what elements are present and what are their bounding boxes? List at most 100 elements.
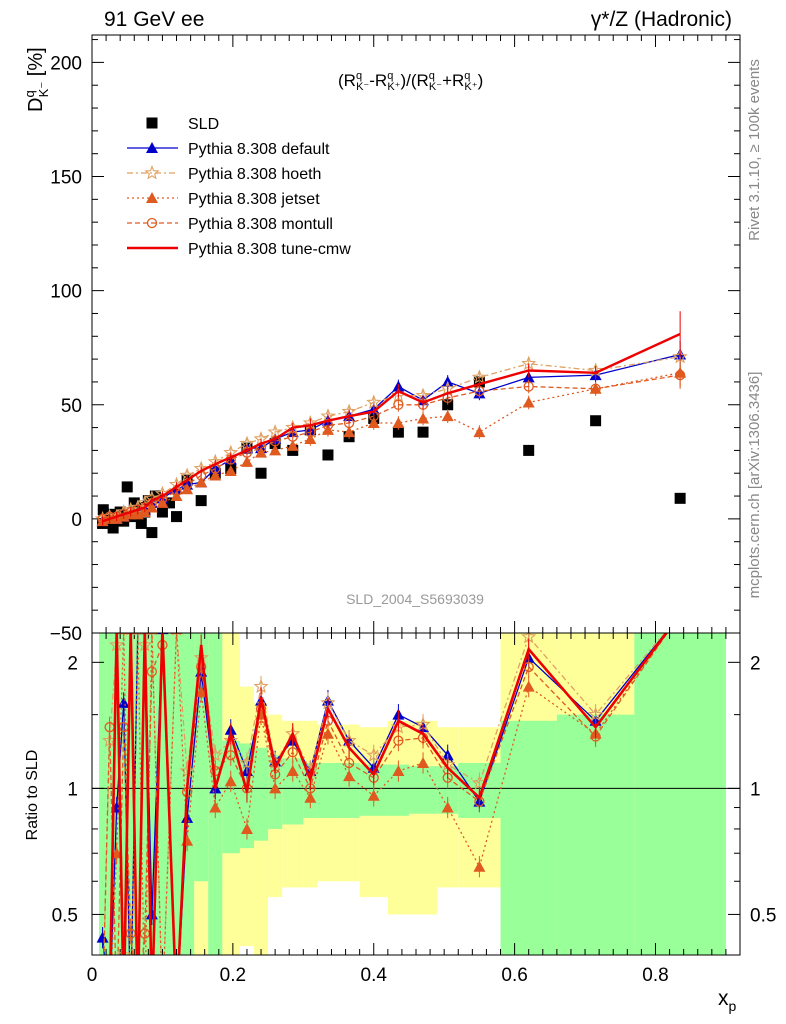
series-pythia-8-308-tune-cmw: [102, 311, 681, 526]
main-y-axis-label: DqK⁻ [%]: [22, 47, 51, 112]
legend-marker: [144, 164, 160, 180]
ratio-point: [181, 811, 194, 823]
data-point: [523, 444, 535, 456]
ratio-point: [343, 757, 355, 769]
legend-label: Pythia 8.308 tune-cmw: [188, 241, 351, 258]
band-green: [106, 633, 114, 955]
series-line: [102, 372, 681, 522]
band-green: [254, 747, 269, 841]
ratio-point: [209, 801, 222, 813]
data-point: [121, 481, 133, 493]
legend-label: SLD: [188, 116, 219, 133]
legend-marker: [146, 117, 158, 129]
data-point: [322, 449, 334, 461]
data-point: [146, 527, 158, 539]
data-point: [417, 426, 429, 438]
legend-marker: [146, 217, 158, 229]
x-tick-label: 0.2: [220, 965, 246, 986]
ratio-point: [179, 762, 195, 778]
rivet-version-label: Rivet 3.1.10, ≥ 100k events: [746, 59, 763, 241]
legend-label: Pythia 8.308 default: [188, 141, 330, 158]
ratio-series-group: [96, 633, 669, 955]
legend-entry: Pythia 8.308 hoeth: [127, 164, 321, 183]
data-point: [523, 381, 534, 392]
ratio-point: [321, 727, 334, 739]
data-point: [343, 426, 356, 438]
ratio-point: [287, 747, 298, 758]
data-point: [287, 431, 298, 442]
ratio-point: [343, 770, 356, 782]
band-green: [120, 633, 128, 955]
ratio-point: [393, 735, 404, 746]
ratio-point: [523, 661, 534, 673]
y-tick-label: 0: [71, 510, 82, 531]
data-point: [674, 492, 686, 504]
legend-marker: [146, 142, 158, 153]
ratio-y-tick-label-right: 0.5: [750, 905, 776, 926]
band-green: [113, 633, 121, 955]
data-point: [674, 369, 686, 381]
series-pythia-8-308-jetset: [96, 359, 687, 527]
ratio-y-tick-label-right: 2: [750, 653, 761, 674]
data-point: [393, 399, 404, 410]
ratio-point: [417, 756, 430, 768]
legend-entry: SLD: [146, 116, 219, 133]
data-point: [195, 476, 208, 488]
y-tick-label: 50: [61, 396, 82, 417]
legend-entry: Pythia 8.308 montull: [127, 216, 333, 233]
data-point: [590, 383, 601, 394]
ratio-frame-top: [91, 632, 741, 956]
ratio-y-tick-label-right: 1: [750, 779, 761, 800]
ratio-point: [392, 765, 405, 777]
data-point: [392, 417, 405, 429]
ratio-point: [146, 666, 158, 677]
ratio-point: [286, 765, 299, 777]
x-tick-label: 0.8: [642, 965, 668, 986]
ratio-series-pythia-8-308-tune-cmw: [109, 633, 668, 955]
ratio-y-tick-label: 0.5: [52, 905, 78, 926]
ratio-point: [522, 680, 535, 692]
ratio-y-tick-label: 2: [67, 653, 78, 674]
data-point: [240, 455, 253, 467]
band-green: [99, 633, 107, 955]
ratio-point: [367, 789, 380, 801]
x-tick-label: 0: [87, 965, 98, 986]
formula-label: (Rq K⁻-Rq K⁺)/(Rq K⁻+Rq K⁺): [338, 70, 483, 93]
data-point: [171, 511, 183, 523]
data-point: [392, 426, 404, 438]
band-green: [127, 633, 135, 955]
legend-entry: Pythia 8.308 tune-cmw: [127, 241, 351, 258]
data-point: [441, 410, 454, 422]
band-green: [317, 762, 339, 818]
ratio-point: [116, 946, 132, 955]
data-point: [590, 415, 602, 427]
band-green: [222, 740, 240, 854]
data-point: [522, 396, 535, 408]
ratio-point: [240, 822, 253, 834]
x-tick-label: 0.6: [501, 965, 527, 986]
ratio-y-axis-label: Ratio to SLD: [24, 750, 41, 841]
y-tick-label: 150: [50, 168, 82, 189]
ratio-point: [96, 931, 109, 943]
ratio-point: [196, 661, 207, 673]
legend-label: Pythia 8.308 jetset: [188, 191, 320, 208]
ratio-point: [473, 860, 486, 872]
data-point: [224, 464, 237, 476]
data-point: [209, 469, 222, 481]
top-right-title: γ*/Z (Hadronic): [591, 8, 732, 31]
ratio-point: [225, 750, 236, 761]
x-axis-label: xp: [718, 987, 737, 1014]
ratio-point: [441, 801, 454, 813]
data-point: [255, 467, 267, 479]
legend-marker: [146, 192, 158, 203]
band-green: [387, 764, 409, 816]
data-point: [269, 444, 282, 456]
legend-label: Pythia 8.308 hoeth: [188, 166, 321, 183]
y-tick-label: −50: [50, 624, 82, 645]
data-point: [417, 412, 430, 424]
ratio-line: [111, 633, 668, 955]
top-left-title: 91 GeV ee: [104, 8, 204, 31]
ratio-panel: 0.5 0.5 1 1 2 2 0 0.2 0.4 0.6 0.8 Ratio to SLD xp: [24, 632, 776, 1014]
